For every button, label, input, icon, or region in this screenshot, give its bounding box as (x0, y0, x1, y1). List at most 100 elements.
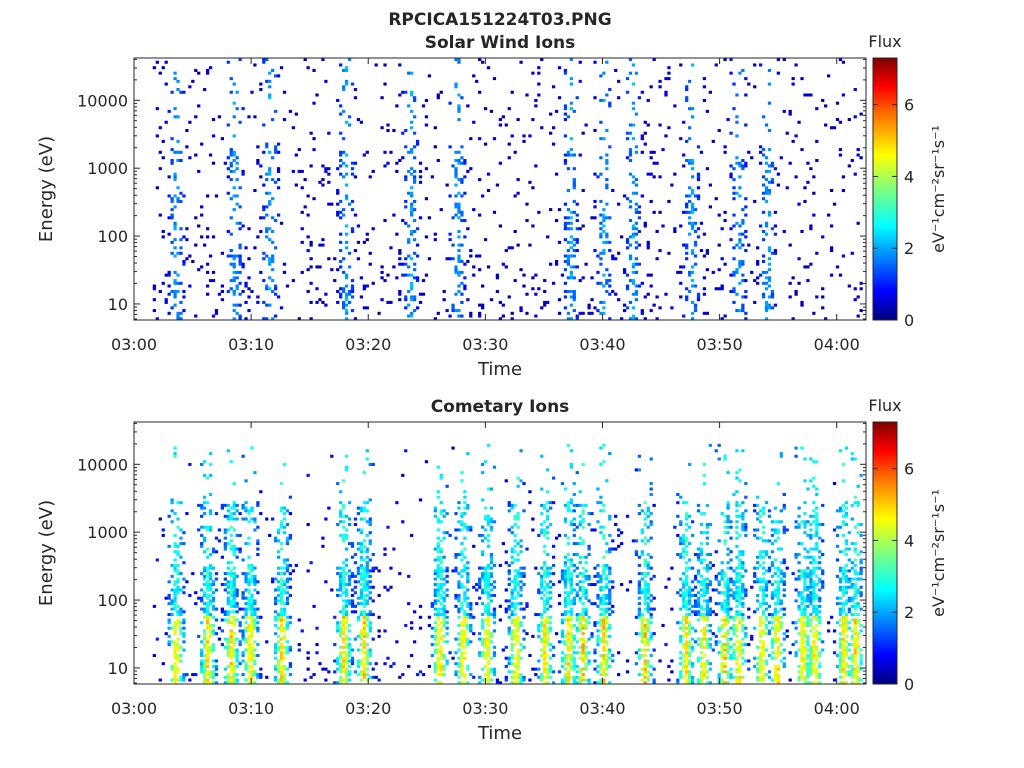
flux-cell (741, 279, 745, 283)
flux-cell (531, 528, 535, 532)
flux-cell (841, 60, 846, 64)
flux-cell (182, 634, 186, 638)
flux-cell (235, 221, 239, 225)
flux-cell (575, 626, 579, 630)
flux-cell (276, 150, 281, 154)
flux-cell (767, 268, 772, 272)
flux-cell (735, 93, 739, 97)
flux-cell (205, 284, 210, 288)
flux-cell (412, 96, 417, 100)
flux-cell (546, 468, 550, 472)
flux-cell (208, 525, 213, 529)
flux-cell (259, 673, 263, 677)
flux-cell (241, 634, 245, 638)
flux-cell (176, 659, 180, 663)
flux-cell (578, 645, 582, 649)
flux-cell (729, 175, 733, 179)
flux-cell (599, 596, 603, 600)
flux-cell (282, 506, 287, 510)
flux-cell (253, 580, 257, 584)
flux-cell (584, 607, 588, 611)
flux-cell (685, 257, 689, 261)
flux-cell (608, 566, 612, 570)
flux-cell (566, 681, 571, 685)
flux-cell (327, 670, 331, 674)
flux-cell (176, 199, 180, 203)
flux-cell (442, 656, 446, 660)
flux-cell (838, 120, 843, 124)
flux-cell (593, 216, 597, 220)
flux-cell (643, 522, 647, 527)
flux-cell (344, 468, 349, 472)
flux-cell (182, 585, 186, 589)
flux-cell (282, 667, 287, 671)
flux-cell (563, 104, 568, 108)
flux-cell (273, 618, 278, 622)
flux-cell (463, 637, 467, 641)
flux-cell (442, 653, 446, 658)
flux-cell (392, 213, 396, 217)
flux-cell (185, 257, 189, 261)
flux-cell (516, 484, 520, 488)
flux-cell (241, 506, 245, 510)
flux-cell (643, 626, 647, 630)
flux-cell (596, 681, 600, 685)
flux-cell (344, 618, 349, 622)
flux-cell (776, 71, 780, 75)
flux-cell (244, 284, 248, 288)
flux-cell (575, 240, 579, 244)
flux-cell (699, 580, 704, 584)
flux-cell (412, 219, 417, 223)
flux-cell (649, 653, 653, 658)
flux-cell (214, 572, 219, 576)
flux-cell (344, 656, 349, 660)
flux-cell (534, 98, 538, 102)
flux-cell (229, 150, 233, 154)
flux-cell (285, 640, 290, 644)
flux-cell (584, 574, 588, 578)
flux-cell (273, 675, 278, 679)
flux-cell (637, 615, 641, 619)
flux-cell (244, 637, 248, 641)
flux-cell (637, 503, 641, 507)
flux-cell (164, 300, 168, 304)
flux-cell (549, 591, 553, 595)
flux-cell (220, 555, 225, 559)
flux-cell (279, 653, 284, 658)
flux-cell (466, 574, 470, 578)
flux-cell (167, 273, 171, 277)
flux-cell (578, 522, 582, 527)
flux-cell (478, 583, 482, 587)
flux-cell (457, 210, 461, 214)
flux-cell (203, 550, 207, 554)
flux-cell (433, 664, 437, 668)
flux-cell (182, 618, 186, 622)
flux-cell (688, 670, 692, 674)
flux-cell (439, 583, 443, 587)
flux-cell (238, 257, 242, 261)
flux-cell (173, 670, 177, 674)
flux-cell (546, 525, 550, 529)
flux-cell (250, 569, 254, 573)
flux-cell (282, 462, 287, 466)
flux-cell (164, 273, 168, 277)
flux-cell (690, 161, 695, 165)
flux-cell (262, 150, 266, 154)
x-tick-label: 04:00 (814, 335, 860, 354)
flux-cell (253, 659, 257, 663)
flux-cell (516, 629, 520, 633)
flux-cell (510, 645, 514, 649)
flux-cell (380, 265, 384, 269)
flux-cell (200, 596, 204, 600)
flux-cell (250, 626, 254, 630)
flux-cell (214, 588, 219, 592)
flux-cell (205, 596, 210, 600)
flux-cell (525, 219, 529, 223)
flux-cell (486, 265, 491, 269)
flux-cell (356, 572, 361, 576)
flux-cell (563, 71, 568, 75)
flux-cell (208, 553, 213, 557)
flux-cell (605, 60, 609, 64)
flux-cell (205, 645, 210, 649)
flux-cell (664, 90, 668, 94)
